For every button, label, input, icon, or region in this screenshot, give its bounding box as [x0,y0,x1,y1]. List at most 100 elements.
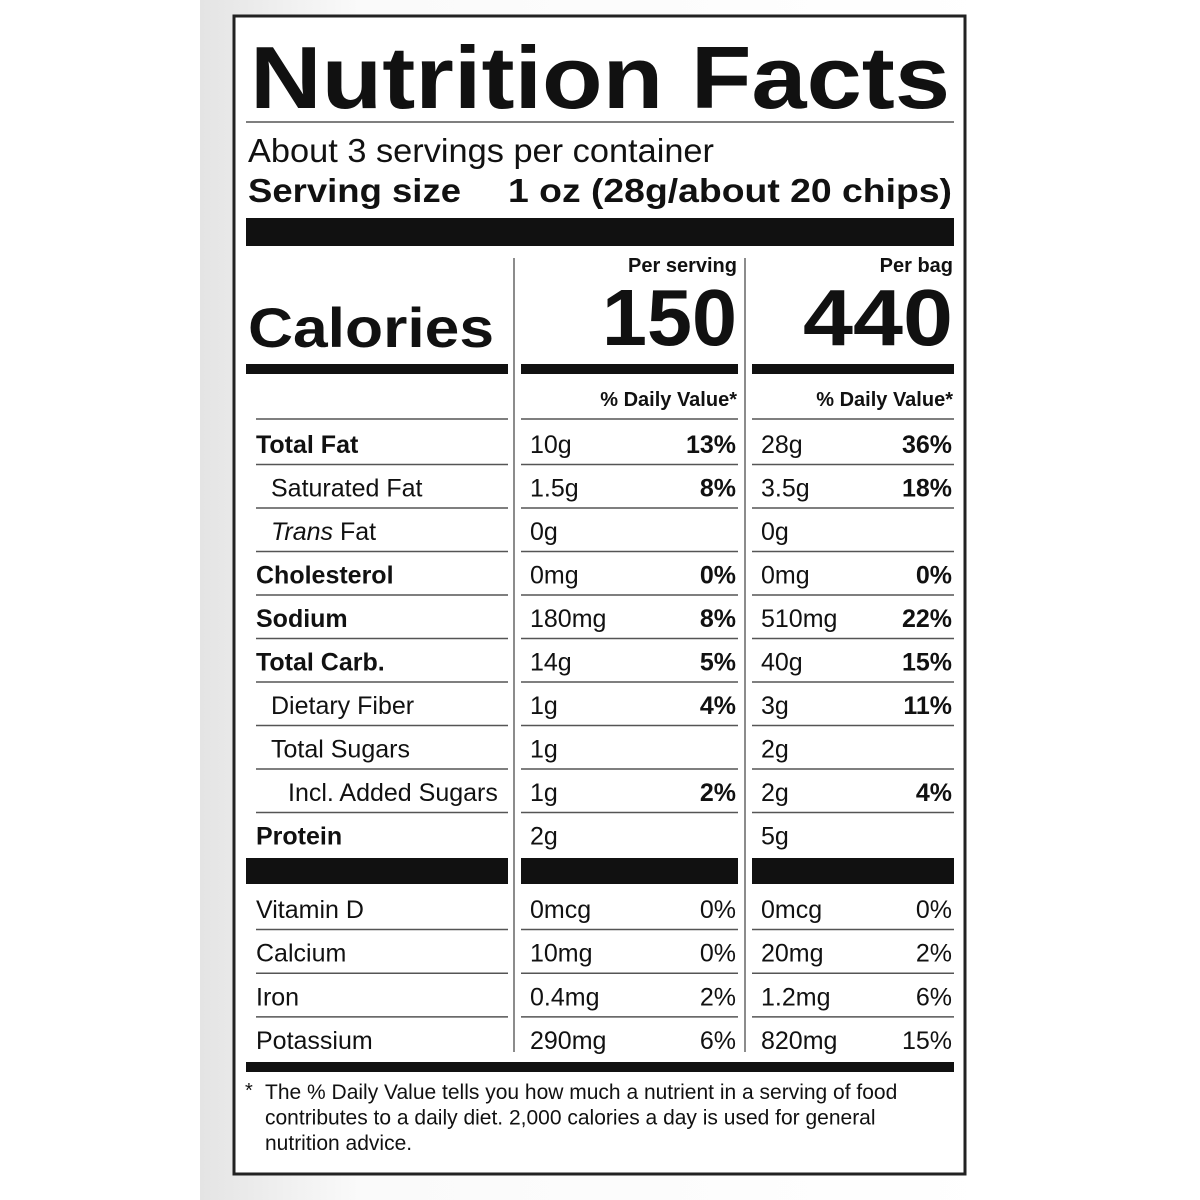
nutrient-name: Sodium [256,605,348,633]
nutrient-name-text: Total Sugars [271,736,410,764]
nutrient-name: Cholesterol [256,562,394,590]
column-header: Per bag [880,255,953,277]
nutrient-name-text: Iron [256,983,299,1011]
nutrient-name: Total Fat [256,431,359,459]
amount: 5g [761,823,789,851]
amount: 1.2mg [761,983,830,1011]
thick-bar [246,364,508,374]
nutrient-name: Total Carb. [256,649,385,677]
thick-bar [246,218,954,246]
nutrient-name-text: Protein [256,823,342,851]
thick-bar [246,858,508,884]
daily-value: 4% [916,779,952,807]
nutrient-name-text: Fat [333,518,376,546]
daily-value: 36% [902,431,952,459]
nutrient-name-text: Saturated Fat [271,475,423,503]
daily-value: 22% [902,605,952,633]
amount: 0g [530,518,558,546]
daily-value: 0% [700,940,736,968]
daily-value-header: % Daily Value* [816,389,953,411]
amount: 2g [530,823,558,851]
thick-bar [521,364,738,374]
thick-bar [752,364,954,374]
nutrient-name-text: Dietary Fiber [271,692,414,720]
amount: 3.5g [761,475,810,503]
amount: 510mg [761,605,837,633]
daily-value: 11% [903,692,952,720]
amount: 1.5g [530,475,579,503]
amount: 1g [530,736,558,764]
amount: 2g [761,779,789,807]
amount: 0mcg [761,896,822,924]
nutrient-name-text: Vitamin D [256,896,364,924]
amount: 40g [761,649,803,677]
daily-value: 2% [916,940,952,968]
amount: 2g [761,736,789,764]
nutrient-name: Total Sugars [271,736,410,764]
amount: 0g [761,518,789,546]
amount: 0mg [761,562,810,590]
daily-value: 0% [916,896,952,924]
nutrient-name: Saturated Fat [271,475,423,503]
amount: 10g [530,431,572,459]
amount: 1g [530,692,558,720]
nutrient-name: Vitamin D [256,896,364,924]
calories-value: 440 [803,273,953,362]
amount: 3g [761,692,789,720]
nutrient-name-text: Potassium [256,1027,373,1055]
daily-value: 2% [700,983,736,1011]
nutrient-name: Incl. Added Sugars [288,779,498,807]
nutrient-name-text: Cholesterol [256,562,394,590]
amount: 290mg [530,1027,606,1055]
amount: 20mg [761,940,824,968]
daily-value: 0% [700,896,736,924]
daily-value: 6% [700,1027,736,1055]
nutrient-name: Dietary Fiber [271,692,414,720]
daily-value: 5% [700,649,736,677]
amount: 28g [761,431,803,459]
daily-value: 4% [700,692,736,720]
nutrient-name-text: Sodium [256,605,348,633]
footnote-line: nutrition advice. [265,1132,412,1155]
nutrient-name-text: Total Carb. [256,649,385,677]
daily-value: 8% [700,605,736,633]
footnote-mark: * [245,1080,253,1102]
daily-value: 0% [700,562,736,590]
nutrient-name-prefix: Trans [271,518,333,546]
nutrient-name-text: Incl. Added Sugars [288,779,498,807]
nutrient-name-text: Calcium [256,940,346,968]
nutrient-name: Potassium [256,1027,373,1055]
nutrient-name: Iron [256,983,299,1011]
nutrient-name: Calcium [256,940,346,968]
daily-value: 6% [916,983,952,1011]
amount: 0mg [530,562,579,590]
calories-label: Calories [248,296,494,359]
daily-value: 13% [686,431,736,459]
daily-value: 15% [902,1027,952,1055]
amount: 14g [530,649,572,677]
title: Nutrition Facts [250,28,950,127]
nutrient-name: Trans Fat [271,518,376,546]
amount: 820mg [761,1027,837,1055]
thick-bar [752,858,954,884]
daily-value: 2% [700,779,736,807]
nutrient-name-text: Total Fat [256,431,359,459]
column-header: Per serving [628,255,737,277]
amount: 180mg [530,605,606,633]
thick-bar [246,1062,954,1072]
daily-value: 15% [902,649,952,677]
amount: 0mcg [530,896,591,924]
daily-value: 0% [916,562,952,590]
serving-size-label: Serving size [248,172,461,209]
nutrient-name: Protein [256,823,342,851]
amount: 10mg [530,940,593,968]
daily-value-header: % Daily Value* [600,389,737,411]
footnote-line: contributes to a daily diet. 2,000 calor… [265,1107,876,1130]
amount: 0.4mg [530,983,599,1011]
daily-value: 18% [902,475,952,503]
serving-size-value: 1 oz (28g/about 20 chips) [508,172,952,209]
servings: About 3 servings per container [248,132,714,169]
calories-value: 150 [602,273,737,362]
amount: 1g [530,779,558,807]
